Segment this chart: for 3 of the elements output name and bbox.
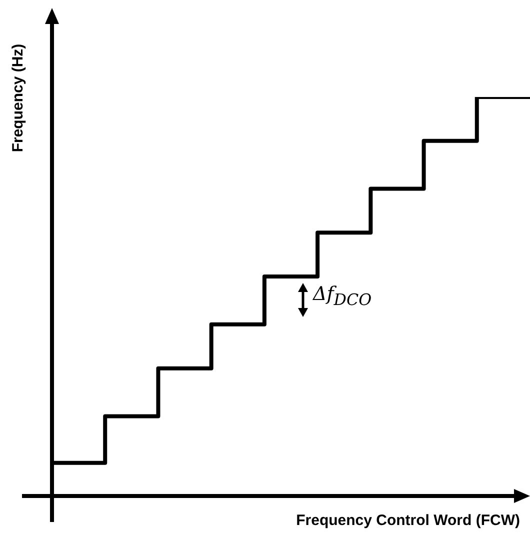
y-axis-title: Frequency (Hz): [10, 44, 26, 152]
x-axis-title: Frequency Control Word (FCW): [296, 512, 520, 529]
annotation: Δf$_{DCO}$: [313, 283, 372, 309]
